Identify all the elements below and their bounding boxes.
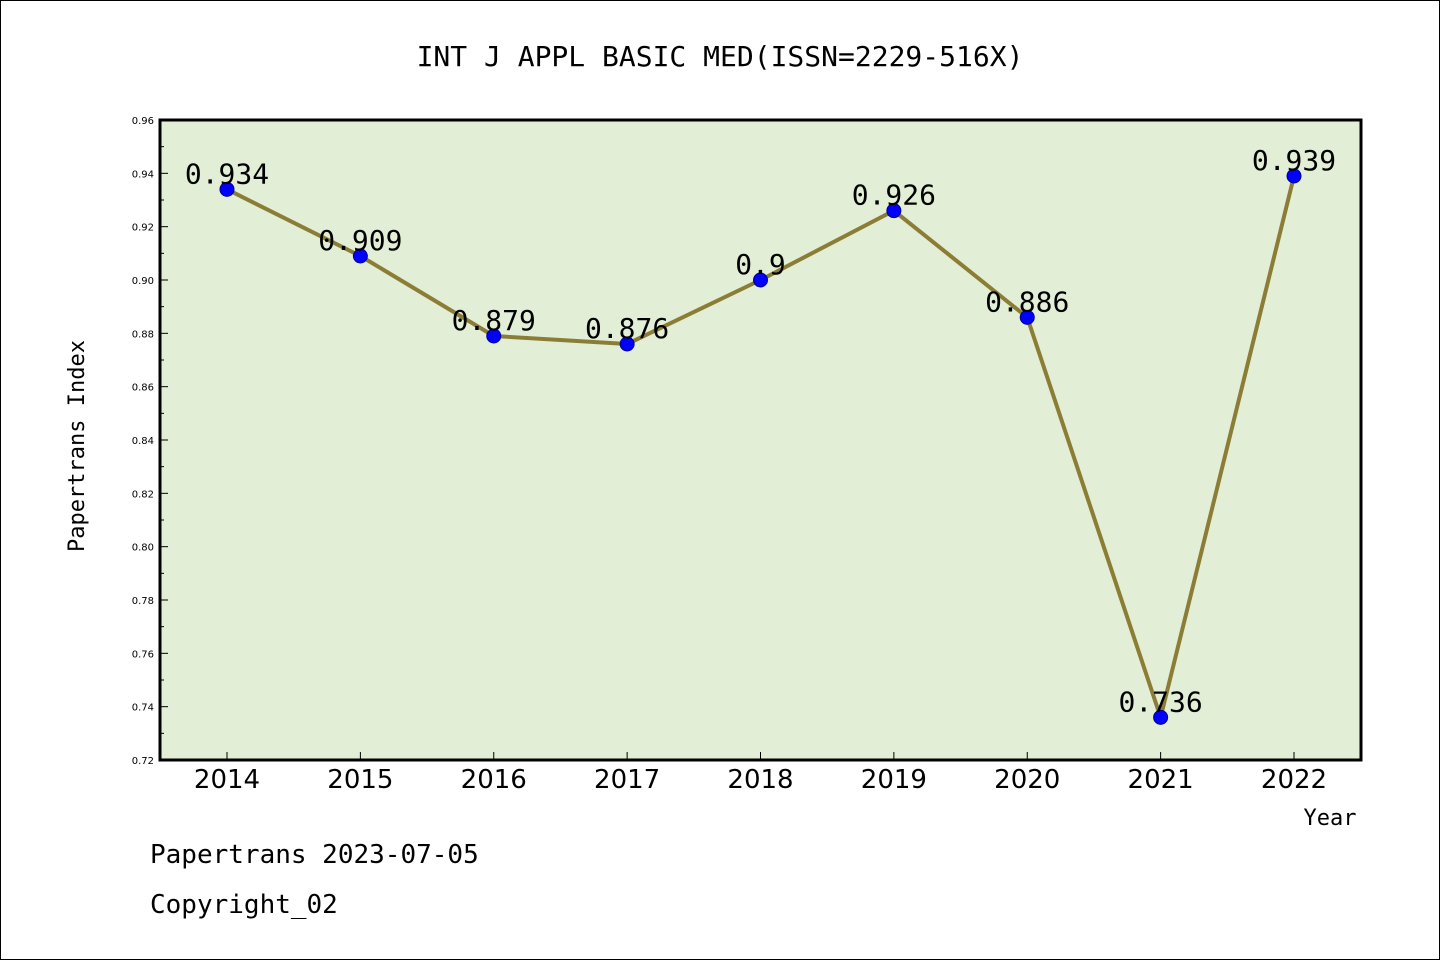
data-label: 0.939	[1252, 144, 1336, 177]
y-tick-label: 0.74	[132, 703, 154, 714]
data-label: 0.909	[318, 224, 402, 257]
y-axis: 0.72 0.74 0.76 0.78 0.80 0.82 0.84 0.86 0.88 0.90…	[132, 116, 168, 767]
data-label: 0.9	[735, 248, 786, 281]
footer-date: Papertrans 2023-07-05	[150, 840, 479, 870]
footer-copyright: Copyright_02	[150, 890, 338, 920]
x-axis: 2014 2015 2016 2017 2018 2019 2020 2021 2022	[194, 752, 1327, 795]
data-point	[886, 203, 902, 219]
x-axis-label: Year	[1304, 806, 1357, 831]
y-tick-label: 0.86	[132, 383, 154, 394]
y-tick-label: 0.94	[132, 169, 154, 180]
y-tick-label: 0.82	[132, 489, 154, 500]
data-point	[753, 272, 768, 288]
y-tick-label: 0.92	[132, 223, 154, 234]
y-tick-label: 0.90	[132, 276, 154, 287]
chart-title: INT J APPL BASIC MED(ISSN=2229-516X)	[417, 40, 1024, 73]
x-tick-label: 2016	[461, 765, 527, 795]
data-points	[219, 168, 1302, 725]
data-label: 0.926	[852, 179, 936, 212]
data-label: 0.934	[185, 157, 269, 190]
data-point	[1153, 709, 1169, 725]
y-tick-label: 0.96	[132, 116, 154, 127]
x-tick-label: 2017	[594, 765, 660, 795]
y-tick-label: 0.88	[132, 329, 154, 340]
plot-area	[160, 120, 1361, 760]
y-axis-label: Papertrans Index	[65, 340, 90, 552]
x-tick-label: 2018	[727, 765, 793, 795]
data-label: 0.879	[452, 304, 536, 337]
data-point	[219, 181, 235, 197]
data-label: 0.736	[1118, 685, 1202, 718]
data-point	[619, 336, 635, 352]
x-tick-label: 2019	[861, 765, 927, 795]
y-tick-label: 0.76	[132, 649, 154, 660]
data-point	[486, 328, 502, 344]
x-tick-label: 2015	[327, 765, 393, 795]
data-label: 0.876	[585, 312, 669, 345]
x-tick-label: 2022	[1261, 765, 1327, 795]
y-tick-label: 0.78	[132, 596, 154, 607]
x-tick-label: 2014	[194, 765, 260, 795]
data-labels: 0.934 0.909 0.879 0.876 0.9 0.926 0.886 0.736 0.…	[185, 144, 1336, 718]
data-label: 0.886	[985, 285, 1069, 318]
x-tick-label: 2020	[994, 765, 1060, 795]
plot-border	[158, 118, 1363, 762]
data-point	[1019, 309, 1035, 325]
data-point	[1286, 168, 1302, 184]
y-tick-label: 0.80	[132, 543, 154, 554]
x-tick-label: 2021	[1128, 765, 1194, 795]
y-tick-label: 0.72	[132, 756, 154, 767]
y-tick-label: 0.84	[132, 436, 154, 447]
data-point	[352, 248, 368, 264]
